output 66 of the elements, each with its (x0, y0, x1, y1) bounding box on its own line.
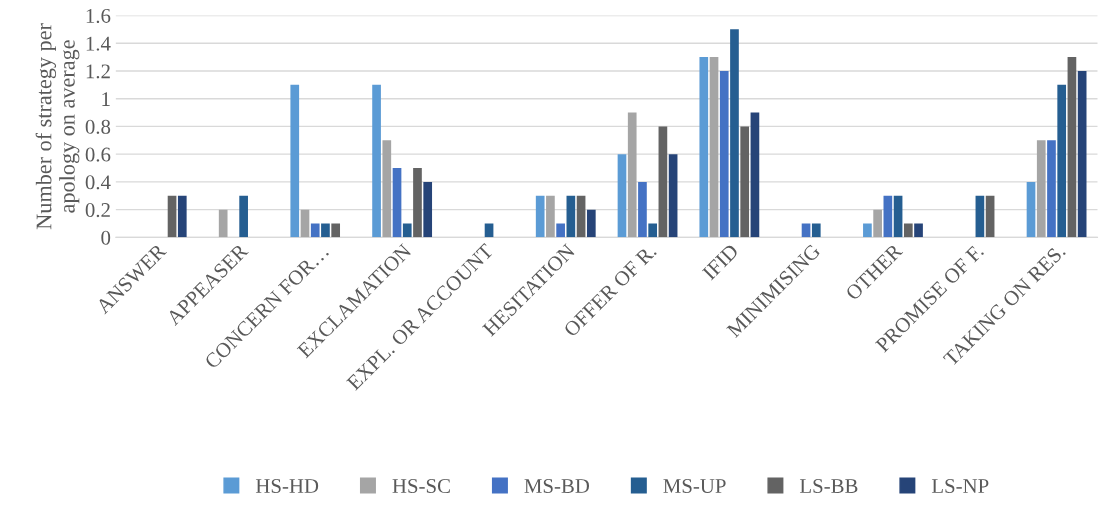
y-tick-label: 1.2 (86, 64, 110, 79)
bar (914, 223, 923, 238)
bar (321, 223, 330, 238)
bar (310, 223, 320, 238)
bar (1057, 84, 1067, 238)
bar (801, 223, 811, 238)
bar (167, 195, 177, 238)
bar (873, 209, 882, 238)
bar (1077, 70, 1087, 238)
y-tick-label: 0.8 (85, 119, 111, 134)
bar (556, 223, 565, 238)
legend-label: LS-NP (931, 479, 989, 494)
bar (484, 223, 494, 238)
bar (300, 209, 310, 238)
bar (811, 223, 821, 238)
bar (863, 223, 872, 238)
bar (893, 195, 903, 238)
bar (331, 223, 341, 238)
bar (648, 223, 658, 238)
legend-label: HS-HD (255, 479, 319, 494)
bar (413, 168, 422, 238)
bar (975, 195, 985, 238)
bar (546, 195, 555, 238)
bar (627, 112, 637, 238)
bar (658, 126, 668, 238)
y-tick-label: 0.2 (85, 203, 110, 218)
bar (668, 154, 678, 238)
bar (239, 195, 248, 238)
bar (535, 195, 545, 238)
y-tick-label: 0 (101, 230, 111, 245)
bar (290, 84, 300, 238)
bar (1047, 140, 1056, 238)
bar (709, 57, 719, 238)
bar (985, 195, 995, 238)
bar (423, 181, 433, 238)
bar (750, 112, 760, 238)
legend-label: MS-UP (663, 479, 726, 494)
bar (402, 223, 412, 238)
bar (1067, 57, 1077, 238)
y-tick-label: 0.4 (85, 175, 111, 190)
bar (699, 57, 709, 238)
bar (730, 29, 739, 238)
bar (1036, 140, 1046, 238)
bar (1026, 181, 1036, 238)
legend-label: MS-BD (524, 479, 590, 494)
y-tick-label: 0.6 (85, 147, 111, 162)
bar (392, 168, 402, 238)
legend-label: LS-BB (799, 479, 858, 494)
bar (719, 70, 729, 238)
y-tick-label: 1.4 (86, 36, 111, 51)
bar (883, 195, 893, 238)
bar (903, 223, 913, 238)
bar (566, 195, 576, 238)
y-axis-title: Number of strategy per apology on average (35, 23, 80, 230)
bar (177, 195, 187, 238)
y-tick-label: 1 (102, 92, 110, 106)
bar (740, 126, 750, 238)
bar (576, 195, 586, 238)
bar (638, 181, 647, 238)
y-tick-label: 1.6 (86, 8, 111, 23)
bar (382, 140, 392, 238)
bar (372, 84, 381, 238)
bar (586, 209, 596, 238)
bar (617, 154, 627, 238)
bar (218, 209, 228, 238)
legend-label: HS-SC (392, 479, 450, 494)
